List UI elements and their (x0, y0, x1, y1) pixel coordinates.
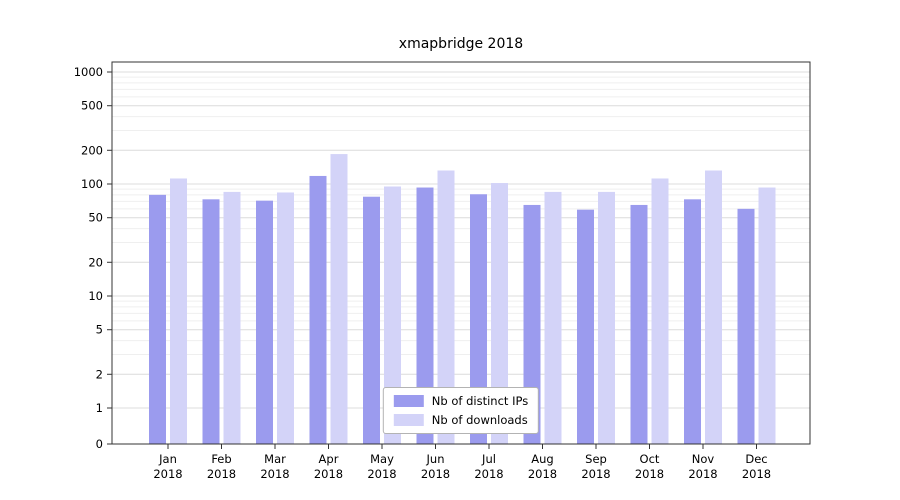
bar-downloads (170, 178, 187, 444)
legend-label-downloads: Nb of downloads (431, 413, 528, 427)
bar-downloads (651, 178, 669, 444)
bar-downloads (598, 191, 615, 444)
y-tick-label: 5 (96, 323, 103, 337)
y-tick-label: 0 (96, 437, 103, 451)
x-tick-label-year: 2018 (688, 467, 717, 481)
x-tick-label-year: 2018 (635, 467, 664, 481)
bar-downloads (330, 154, 348, 444)
legend-swatch-distinct-ips (393, 395, 424, 407)
bar-distinct-ips (416, 187, 434, 444)
bar-distinct-ips (363, 196, 380, 444)
x-tick-label-month: Dec (745, 452, 767, 466)
legend-item-downloads: Nb of downloads (393, 413, 528, 427)
legend-swatch-downloads (393, 414, 424, 426)
bar-distinct-ips (256, 200, 273, 444)
x-tick-label-year: 2018 (581, 467, 610, 481)
x-tick-label-year: 2018 (742, 467, 771, 481)
y-tick-label: 200 (81, 143, 103, 157)
x-tick-label-year: 2018 (207, 467, 236, 481)
plot-frame (111, 61, 811, 445)
bar-distinct-ips (470, 194, 487, 444)
bar-downloads (491, 183, 508, 444)
x-tick-label-month: Sep (585, 452, 607, 466)
bar-downloads (223, 191, 241, 444)
legend-item-distinct-ips: Nb of distinct IPs (393, 394, 529, 408)
bar-distinct-ips (737, 208, 755, 444)
y-tick-label: 50 (88, 211, 103, 225)
chart-legend: Nb of distinct IPs Nb of downloads (382, 387, 540, 434)
legend-label-distinct-ips: Nb of distinct IPs (431, 394, 529, 408)
bar-distinct-ips (630, 204, 648, 444)
x-tick-label-month: Mar (264, 452, 286, 466)
x-tick-label-month: Jul (481, 452, 496, 466)
bar-distinct-ips (149, 194, 166, 444)
bar-distinct-ips (202, 199, 220, 444)
y-tick-label: 20 (88, 255, 103, 269)
bar-distinct-ips (309, 175, 327, 444)
x-tick-label-month: Jun (426, 452, 445, 466)
y-tick-label: 1000 (74, 65, 103, 79)
y-tick-label: 10 (88, 289, 103, 303)
y-tick-label: 500 (81, 99, 103, 113)
x-tick-label-month: Nov (692, 452, 715, 466)
y-tick-label: 2 (96, 367, 103, 381)
bar-downloads (544, 191, 562, 444)
bar-distinct-ips (523, 204, 541, 444)
bar-distinct-ips (577, 209, 594, 444)
bar-downloads (705, 170, 722, 444)
x-tick-label-year: 2018 (314, 467, 343, 481)
chart-title: xmapbridge 2018 (398, 36, 524, 52)
x-tick-label-year: 2018 (153, 467, 182, 481)
y-tick-label: 100 (81, 177, 103, 191)
y-tick-label: 1 (96, 401, 103, 415)
bar-distinct-ips (684, 199, 701, 444)
x-tick-label-month: May (370, 452, 394, 466)
x-tick-label-month: Aug (531, 452, 553, 466)
bar-downloads (437, 170, 455, 444)
x-tick-label-month: Feb (211, 452, 231, 466)
x-tick-label-month: Jan (158, 452, 177, 466)
x-tick-label-year: 2018 (528, 467, 557, 481)
x-tick-label-year: 2018 (421, 467, 450, 481)
x-tick-label-month: Oct (640, 452, 660, 466)
bar-downloads (277, 192, 294, 444)
x-tick-label-month: Apr (319, 452, 339, 466)
bar-downloads (384, 186, 401, 445)
x-tick-label-year: 2018 (367, 467, 396, 481)
x-tick-label-year: 2018 (474, 467, 503, 481)
x-tick-label-year: 2018 (260, 467, 289, 481)
bar-downloads (758, 187, 776, 444)
